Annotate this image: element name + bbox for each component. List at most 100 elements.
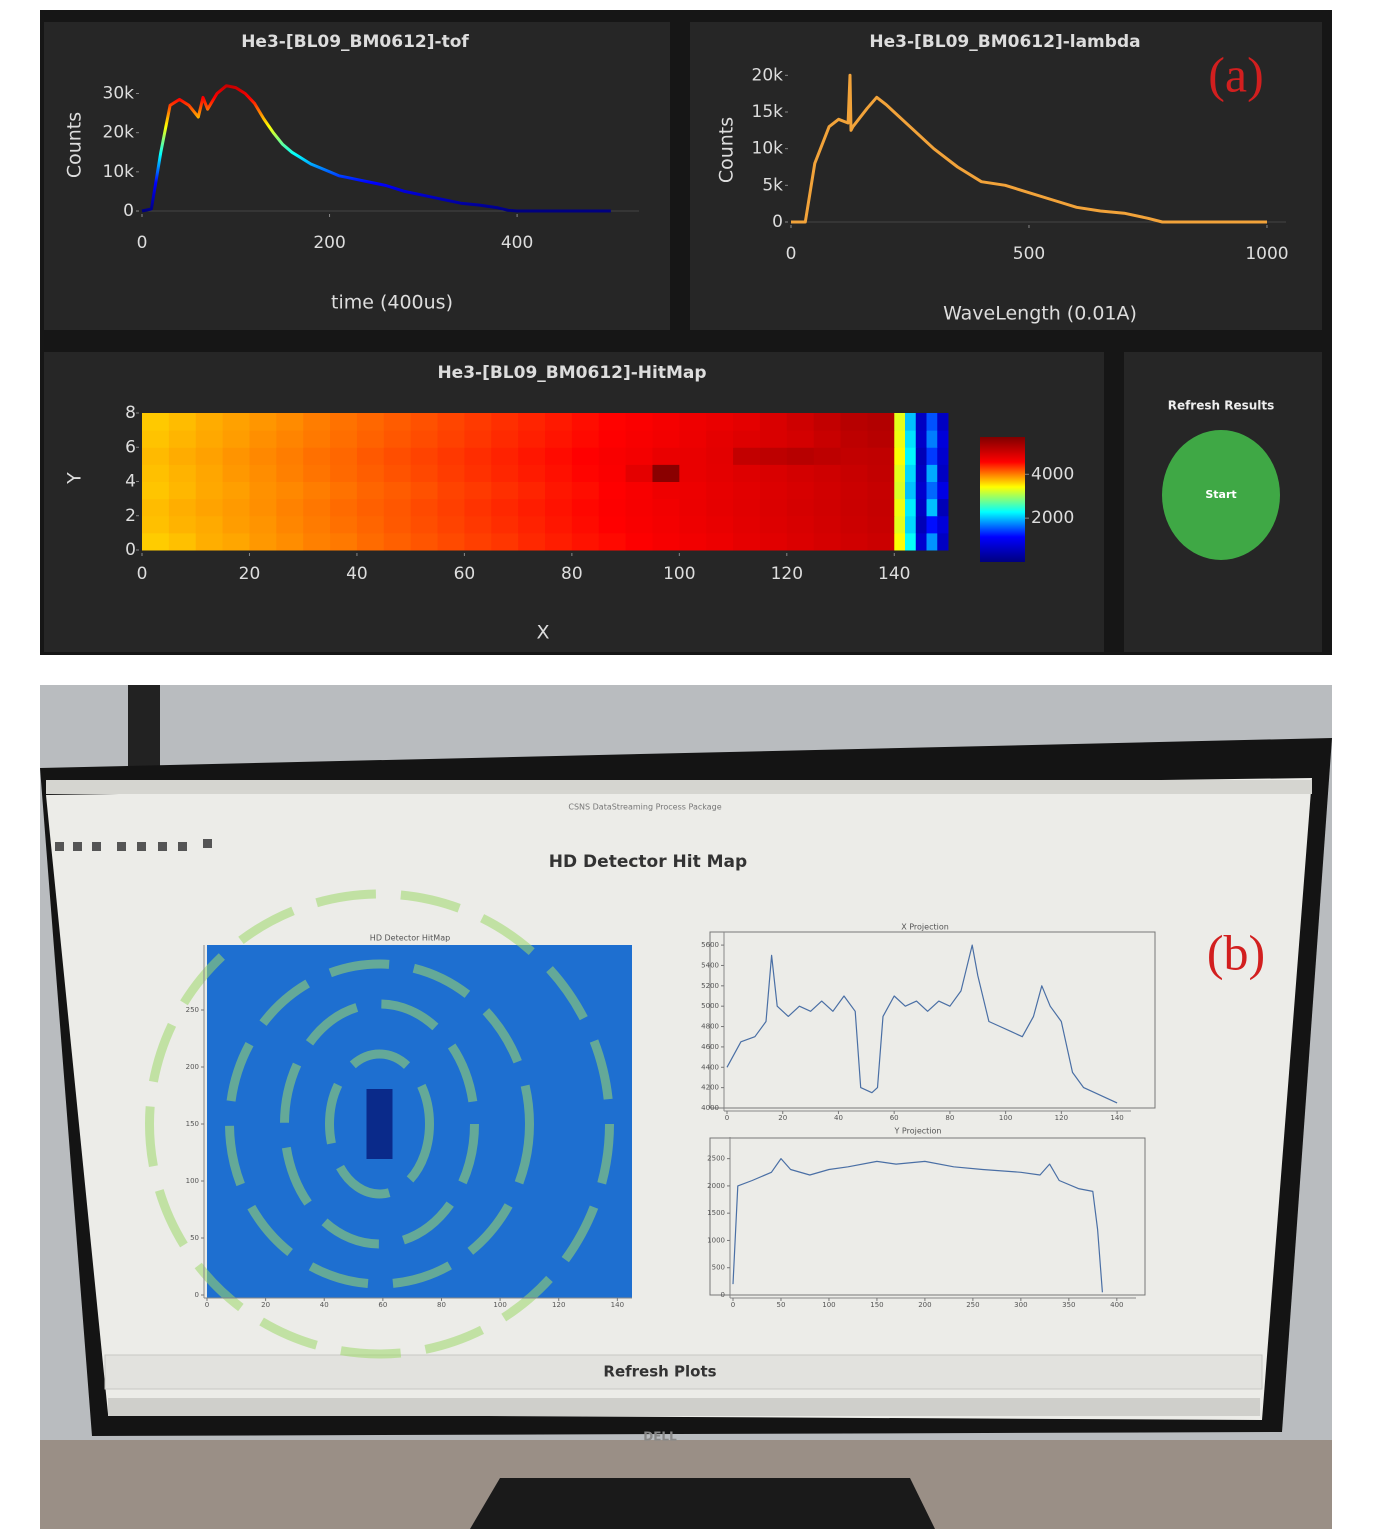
- heatmap-cell: [841, 533, 868, 551]
- heatmap-cell: [626, 499, 653, 517]
- tool-icon[interactable]: [117, 842, 126, 851]
- heatmap-cell: [937, 430, 948, 448]
- heatmap-cell: [491, 499, 518, 517]
- heatmap-cell: [760, 499, 787, 517]
- heatmap-cell: [491, 430, 518, 448]
- x-tick-label: 40: [346, 564, 368, 584]
- heatmap-cell: [679, 447, 706, 465]
- x-tick-label: 400: [501, 233, 533, 253]
- heatmap-cell: [223, 430, 250, 448]
- heatmap-cell: [760, 533, 787, 551]
- tool-icon[interactable]: [137, 842, 146, 851]
- x-tick-label: 40: [320, 1301, 329, 1309]
- heatmap-cell: [411, 464, 438, 482]
- heatmap-cell: [733, 499, 760, 517]
- x-tick-label: 0: [137, 233, 148, 253]
- heatmap-cell: [438, 516, 465, 534]
- heatmap-cell: [169, 499, 196, 517]
- heatmap-cell: [905, 447, 916, 465]
- heatmap-cell: [679, 499, 706, 517]
- heatmap-cell: [626, 413, 653, 431]
- heatmap-cell: [169, 464, 196, 482]
- heatmap-cell: [706, 482, 733, 500]
- heatmap-cell: [867, 516, 894, 534]
- heatmap-cell: [411, 533, 438, 551]
- y-axis-label: Counts: [64, 112, 86, 178]
- heatmap-cell: [760, 516, 787, 534]
- x-axis-label: time (400us): [331, 292, 453, 314]
- heatmap-cell: [223, 447, 250, 465]
- tool-icon[interactable]: [92, 842, 101, 851]
- y-tick-label: 2500: [707, 1155, 725, 1163]
- x-tick-label: 140: [878, 564, 910, 584]
- heatmap-cell: [841, 413, 868, 431]
- figure: (a) Refresh Results Start CSNS DataStrea…: [0, 0, 1376, 1529]
- heatmap-cell: [916, 482, 927, 500]
- heatmap-cell: [142, 499, 169, 517]
- button-label[interactable]: Refresh Plots: [603, 1363, 716, 1381]
- heatmap-cell: [196, 447, 223, 465]
- heatmap-cell: [142, 447, 169, 465]
- heatmap-cell: [438, 430, 465, 448]
- heatmap-cell: [841, 499, 868, 517]
- heatmap-cell: [867, 533, 894, 551]
- window-title: CSNS DataStreaming Process Package: [568, 803, 721, 812]
- heatmap-cell: [867, 499, 894, 517]
- tool-icon[interactable]: [203, 839, 212, 848]
- y-axis-label: Y: [64, 472, 86, 485]
- y-tick-label: 10k: [103, 162, 135, 182]
- heatmap-cell: [223, 499, 250, 517]
- heatmap-cell: [916, 516, 927, 534]
- heatmap-cell: [464, 482, 491, 500]
- heatmap-cell: [599, 533, 626, 551]
- heatmap-cell: [518, 533, 545, 551]
- x-tick-label: 80: [437, 1301, 446, 1309]
- heatmap-cell: [545, 499, 572, 517]
- x-tick-label: 150: [870, 1301, 883, 1309]
- page: {"chart_data": [ {"type": "line", "title…: [0, 0, 1376, 1529]
- heatmap-cell: [937, 533, 948, 551]
- heatmap-cell: [652, 533, 679, 551]
- heatmap-cell: [760, 413, 787, 431]
- heatmap-cell: [384, 447, 411, 465]
- refresh-plots-button[interactable]: Refresh Plots: [105, 1355, 1262, 1389]
- x-axis-label: X: [536, 622, 549, 644]
- heatmap-cell: [357, 516, 384, 534]
- heatmap-cell: [894, 430, 905, 448]
- heatmap-cell: [733, 430, 760, 448]
- heatmap-cell: [905, 430, 916, 448]
- tool-icon[interactable]: [158, 842, 167, 851]
- start-button[interactable]: Start: [1162, 430, 1280, 560]
- x-tick-label: 60: [454, 564, 476, 584]
- y-tick-label: 30k: [103, 84, 135, 104]
- heatmap-cell: [518, 430, 545, 448]
- heatmap-cell: [169, 516, 196, 534]
- heatmap-cell: [249, 533, 276, 551]
- x-tick-label: 100: [493, 1301, 506, 1309]
- heatmap-cell: [330, 464, 357, 482]
- heatmap-cell: [572, 499, 599, 517]
- heatmap-cell: [411, 482, 438, 500]
- x-tick-label: 350: [1062, 1301, 1075, 1309]
- heatmap-cell: [599, 413, 626, 431]
- heatmap-cell: [384, 413, 411, 431]
- y-tick-label: 1000: [707, 1236, 725, 1244]
- heatmap-cell: [626, 516, 653, 534]
- tool-icon[interactable]: [73, 842, 82, 851]
- heatmap-cell: [927, 499, 938, 517]
- heatmap-cell: [599, 499, 626, 517]
- heatmap-cell: [572, 413, 599, 431]
- heatmap-cell: [814, 447, 841, 465]
- panel-label: (b): [1207, 924, 1265, 980]
- heatmap-cell: [787, 464, 814, 482]
- y-tick-label: 1500: [707, 1209, 725, 1217]
- button-label[interactable]: Start: [1205, 488, 1236, 501]
- tool-icon[interactable]: [178, 842, 187, 851]
- heatmap-cell: [464, 447, 491, 465]
- tool-icon[interactable]: [55, 842, 64, 851]
- heatmap-cell: [303, 533, 330, 551]
- heatmap-cell: [464, 413, 491, 431]
- heatmap-cell: [905, 533, 916, 551]
- taskbar: [108, 1398, 1260, 1416]
- heatmap-cell: [867, 482, 894, 500]
